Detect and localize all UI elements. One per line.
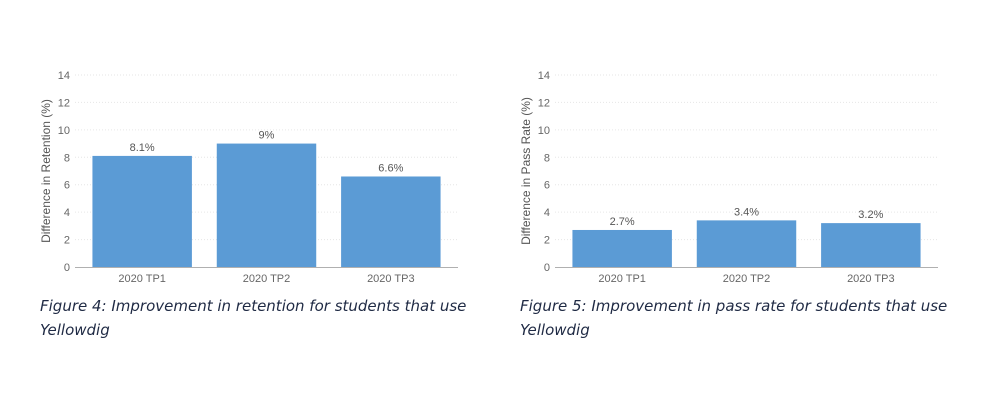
bar bbox=[92, 155, 192, 267]
y-tick-label: 10 bbox=[58, 125, 70, 137]
x-tick-label: 2020 TP2 bbox=[723, 273, 771, 285]
y-tick-label: 14 bbox=[538, 70, 550, 82]
data-label: 8.1% bbox=[130, 142, 155, 154]
y-tick-label: 0 bbox=[64, 262, 70, 274]
y-axis-label: Difference in Retention (%) bbox=[39, 99, 53, 243]
retention-bar-chart: 0 2 4 6 8 10 12 14 Difference in Retention (%) 8.… bbox=[39, 70, 458, 285]
y-tick-label: 6 bbox=[544, 180, 550, 192]
y-axis-label: Difference in Pass Rate (%) bbox=[519, 97, 533, 245]
x-tick-label: 2020 TP1 bbox=[118, 273, 166, 285]
bars: 8.1% 9% 6.6% bbox=[92, 130, 441, 267]
figure-4: 0 2 4 6 8 10 12 14 Difference in Retention (%) 8.… bbox=[0, 0, 480, 400]
y-tick-label: 0 bbox=[544, 262, 550, 274]
y-tick-label: 4 bbox=[64, 207, 70, 219]
y-tick-label: 2 bbox=[544, 235, 550, 247]
x-tick-label: 2020 TP3 bbox=[367, 273, 415, 285]
bar bbox=[696, 220, 797, 267]
x-tick-label: 2020 TP2 bbox=[243, 273, 291, 285]
y-tick-label: 4 bbox=[544, 207, 550, 219]
bar bbox=[216, 143, 317, 267]
data-label: 6.6% bbox=[378, 162, 403, 174]
y-tick-label: 12 bbox=[58, 97, 70, 109]
y-tick-label: 6 bbox=[64, 180, 70, 192]
figure-caption: Figure 5: Improvement in pass rate for s… bbox=[520, 297, 948, 339]
x-tick-label: 2020 TP1 bbox=[598, 273, 646, 285]
y-tick-label: 12 bbox=[538, 97, 550, 109]
y-tick-label: 14 bbox=[58, 70, 70, 82]
bars: 2.7% 3.4% 3.2% bbox=[572, 206, 921, 267]
y-axis-ticks: 0 2 4 6 8 10 12 14 bbox=[538, 70, 938, 274]
bar bbox=[821, 223, 921, 267]
bar bbox=[341, 176, 441, 267]
x-axis-ticks: 2020 TP1 2020 TP2 2020 TP3 bbox=[118, 273, 414, 285]
bar bbox=[572, 229, 672, 267]
pass-rate-bar-chart: 0 2 4 6 8 10 12 14 Difference in Pass Rate (%) 2.… bbox=[519, 70, 938, 285]
x-axis-ticks: 2020 TP1 2020 TP2 2020 TP3 bbox=[598, 273, 894, 285]
y-tick-label: 10 bbox=[538, 125, 550, 137]
y-tick-label: 8 bbox=[544, 152, 550, 164]
data-label: 3.2% bbox=[858, 209, 883, 221]
figure-5: 0 2 4 6 8 10 12 14 Difference in Pass Rate (%) 2.… bbox=[480, 0, 960, 400]
y-tick-label: 8 bbox=[64, 152, 70, 164]
x-tick-label: 2020 TP3 bbox=[847, 273, 895, 285]
figure-caption: Figure 4: Improvement in retention for s… bbox=[40, 297, 467, 339]
data-label: 3.4% bbox=[734, 206, 759, 218]
data-label: 9% bbox=[259, 130, 275, 142]
y-tick-label: 2 bbox=[64, 235, 70, 247]
data-label: 2.7% bbox=[610, 216, 635, 228]
